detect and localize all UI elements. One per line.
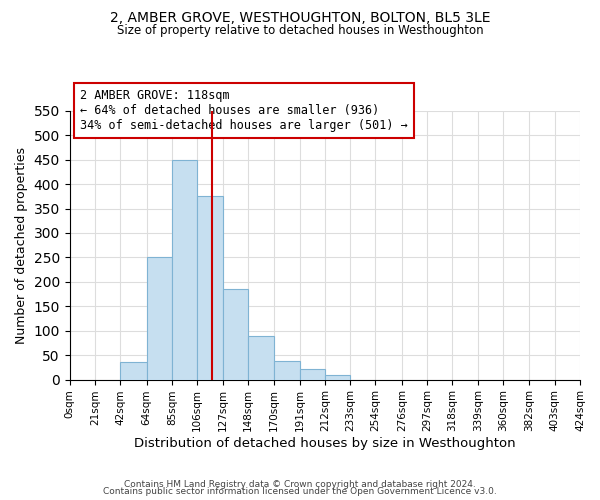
Bar xyxy=(172,160,197,380)
X-axis label: Distribution of detached houses by size in Westhoughton: Distribution of detached houses by size … xyxy=(134,437,515,450)
Bar xyxy=(248,336,274,380)
Bar xyxy=(325,374,350,380)
Text: 2 AMBER GROVE: 118sqm
← 64% of detached houses are smaller (936)
34% of semi-det: 2 AMBER GROVE: 118sqm ← 64% of detached … xyxy=(80,90,407,132)
Bar xyxy=(146,258,172,380)
Y-axis label: Number of detached properties: Number of detached properties xyxy=(15,146,28,344)
Bar xyxy=(299,369,325,380)
Bar xyxy=(197,196,223,380)
Text: Size of property relative to detached houses in Westhoughton: Size of property relative to detached ho… xyxy=(116,24,484,37)
Bar xyxy=(274,361,299,380)
Bar xyxy=(223,289,248,380)
Text: 2, AMBER GROVE, WESTHOUGHTON, BOLTON, BL5 3LE: 2, AMBER GROVE, WESTHOUGHTON, BOLTON, BL… xyxy=(110,11,490,25)
Bar xyxy=(120,362,146,380)
Text: Contains HM Land Registry data © Crown copyright and database right 2024.: Contains HM Land Registry data © Crown c… xyxy=(124,480,476,489)
Text: Contains public sector information licensed under the Open Government Licence v3: Contains public sector information licen… xyxy=(103,487,497,496)
